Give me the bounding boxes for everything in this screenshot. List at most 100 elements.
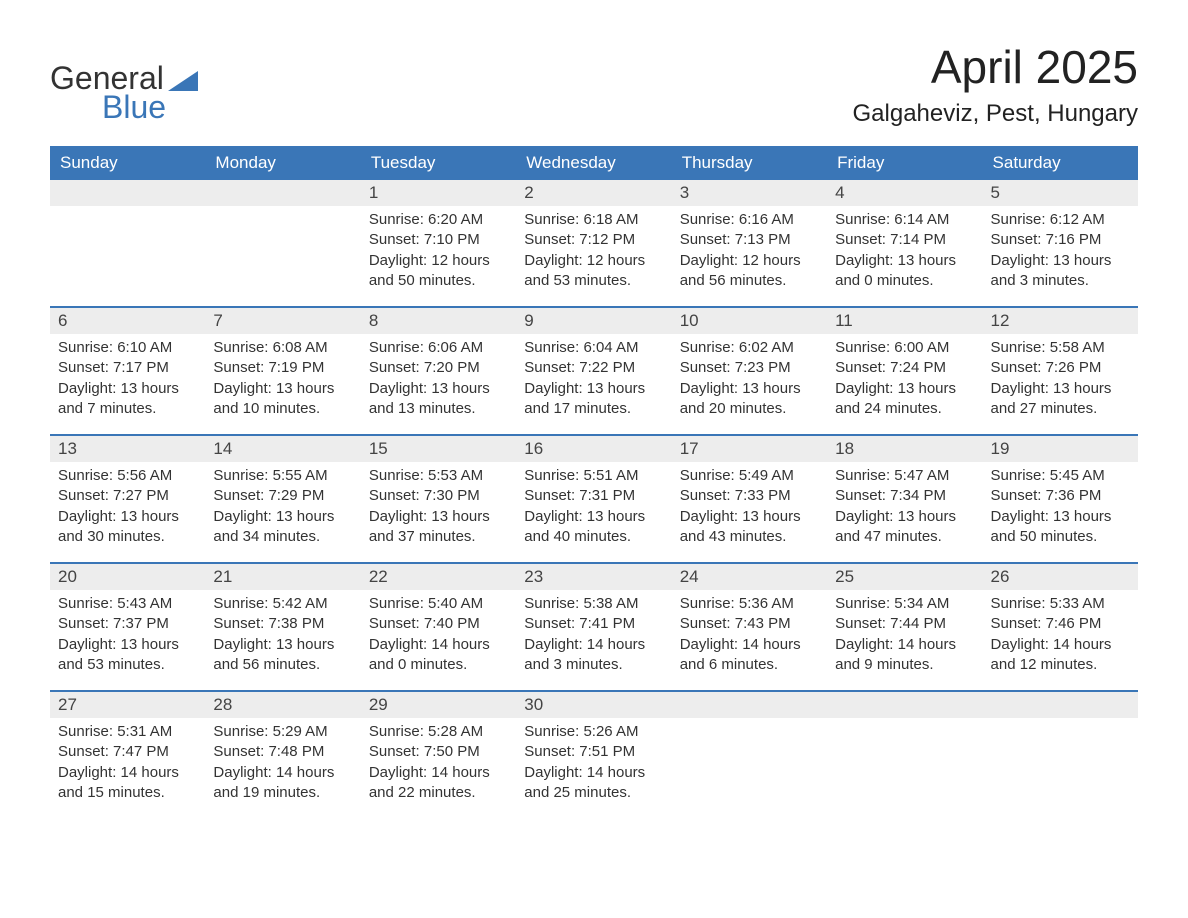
day-number: 27 — [50, 692, 205, 718]
calendar-day: 3Sunrise: 6:16 AMSunset: 7:13 PMDaylight… — [672, 180, 827, 306]
day-line-daylight1: Daylight: 14 hours — [991, 635, 1130, 655]
calendar-day: 30Sunrise: 5:26 AMSunset: 7:51 PMDayligh… — [516, 692, 671, 818]
day-line-sunrise: Sunrise: 5:31 AM — [58, 722, 197, 742]
day-line-sunset: Sunset: 7:41 PM — [524, 614, 663, 634]
day-line-sunset: Sunset: 7:37 PM — [58, 614, 197, 634]
day-line-daylight2: and 17 minutes. — [524, 399, 663, 419]
day-line-sunrise: Sunrise: 6:04 AM — [524, 338, 663, 358]
day-number: 22 — [361, 564, 516, 590]
day-line-daylight2: and 47 minutes. — [835, 527, 974, 547]
day-number: 8 — [361, 308, 516, 334]
calendar-day: 26Sunrise: 5:33 AMSunset: 7:46 PMDayligh… — [983, 564, 1138, 690]
day-line-sunrise: Sunrise: 5:38 AM — [524, 594, 663, 614]
day-line-daylight1: Daylight: 14 hours — [524, 635, 663, 655]
day-line-sunrise: Sunrise: 5:53 AM — [369, 466, 508, 486]
day-line-sunset: Sunset: 7:36 PM — [991, 486, 1130, 506]
day-line-sunset: Sunset: 7:51 PM — [524, 742, 663, 762]
weekday-header: Saturday — [983, 146, 1138, 180]
day-line-daylight1: Daylight: 13 hours — [213, 635, 352, 655]
calendar-day: 19Sunrise: 5:45 AMSunset: 7:36 PMDayligh… — [983, 436, 1138, 562]
day-content: Sunrise: 5:31 AMSunset: 7:47 PMDaylight:… — [50, 718, 205, 811]
day-number: 23 — [516, 564, 671, 590]
day-line-daylight1: Daylight: 13 hours — [991, 251, 1130, 271]
day-line-daylight1: Daylight: 13 hours — [369, 379, 508, 399]
calendar-day: 28Sunrise: 5:29 AMSunset: 7:48 PMDayligh… — [205, 692, 360, 818]
day-number — [983, 692, 1138, 718]
day-number: 15 — [361, 436, 516, 462]
day-line-daylight2: and 24 minutes. — [835, 399, 974, 419]
calendar-day: 5Sunrise: 6:12 AMSunset: 7:16 PMDaylight… — [983, 180, 1138, 306]
day-line-daylight1: Daylight: 13 hours — [369, 507, 508, 527]
day-line-sunset: Sunset: 7:17 PM — [58, 358, 197, 378]
calendar-day: 27Sunrise: 5:31 AMSunset: 7:47 PMDayligh… — [50, 692, 205, 818]
day-line-daylight2: and 50 minutes. — [369, 271, 508, 291]
day-number: 19 — [983, 436, 1138, 462]
day-line-sunset: Sunset: 7:50 PM — [369, 742, 508, 762]
day-line-sunset: Sunset: 7:43 PM — [680, 614, 819, 634]
day-content: Sunrise: 6:18 AMSunset: 7:12 PMDaylight:… — [516, 206, 671, 299]
calendar-week: 20Sunrise: 5:43 AMSunset: 7:37 PMDayligh… — [50, 562, 1138, 690]
day-line-daylight2: and 13 minutes. — [369, 399, 508, 419]
day-content: Sunrise: 6:06 AMSunset: 7:20 PMDaylight:… — [361, 334, 516, 427]
day-number — [50, 180, 205, 206]
calendar-day: 1Sunrise: 6:20 AMSunset: 7:10 PMDaylight… — [361, 180, 516, 306]
day-line-daylight1: Daylight: 13 hours — [524, 507, 663, 527]
calendar-day: 29Sunrise: 5:28 AMSunset: 7:50 PMDayligh… — [361, 692, 516, 818]
day-line-daylight2: and 53 minutes. — [58, 655, 197, 675]
day-content: Sunrise: 5:36 AMSunset: 7:43 PMDaylight:… — [672, 590, 827, 683]
day-line-sunset: Sunset: 7:34 PM — [835, 486, 974, 506]
day-line-daylight1: Daylight: 13 hours — [58, 635, 197, 655]
day-line-sunrise: Sunrise: 5:33 AM — [991, 594, 1130, 614]
day-number: 28 — [205, 692, 360, 718]
day-line-sunrise: Sunrise: 5:49 AM — [680, 466, 819, 486]
day-line-daylight1: Daylight: 14 hours — [58, 763, 197, 783]
calendar-day: 18Sunrise: 5:47 AMSunset: 7:34 PMDayligh… — [827, 436, 982, 562]
day-line-sunrise: Sunrise: 6:02 AM — [680, 338, 819, 358]
day-line-daylight2: and 20 minutes. — [680, 399, 819, 419]
calendar-day: 21Sunrise: 5:42 AMSunset: 7:38 PMDayligh… — [205, 564, 360, 690]
calendar-day: 8Sunrise: 6:06 AMSunset: 7:20 PMDaylight… — [361, 308, 516, 434]
day-line-daylight2: and 9 minutes. — [835, 655, 974, 675]
day-line-daylight2: and 43 minutes. — [680, 527, 819, 547]
day-line-sunrise: Sunrise: 5:43 AM — [58, 594, 197, 614]
day-line-daylight1: Daylight: 12 hours — [369, 251, 508, 271]
day-line-daylight1: Daylight: 14 hours — [213, 763, 352, 783]
day-line-daylight1: Daylight: 13 hours — [835, 379, 974, 399]
day-content: Sunrise: 5:38 AMSunset: 7:41 PMDaylight:… — [516, 590, 671, 683]
day-line-daylight2: and 0 minutes. — [369, 655, 508, 675]
day-number: 12 — [983, 308, 1138, 334]
calendar-day — [50, 180, 205, 306]
day-number — [672, 692, 827, 718]
day-number: 3 — [672, 180, 827, 206]
calendar-day: 9Sunrise: 6:04 AMSunset: 7:22 PMDaylight… — [516, 308, 671, 434]
day-content: Sunrise: 5:34 AMSunset: 7:44 PMDaylight:… — [827, 590, 982, 683]
day-number — [827, 692, 982, 718]
day-line-daylight1: Daylight: 13 hours — [680, 507, 819, 527]
day-line-sunset: Sunset: 7:31 PM — [524, 486, 663, 506]
day-line-sunrise: Sunrise: 5:47 AM — [835, 466, 974, 486]
day-content: Sunrise: 6:10 AMSunset: 7:17 PMDaylight:… — [50, 334, 205, 427]
day-line-sunset: Sunset: 7:22 PM — [524, 358, 663, 378]
calendar-day: 12Sunrise: 5:58 AMSunset: 7:26 PMDayligh… — [983, 308, 1138, 434]
calendar-day: 13Sunrise: 5:56 AMSunset: 7:27 PMDayligh… — [50, 436, 205, 562]
day-line-sunset: Sunset: 7:12 PM — [524, 230, 663, 250]
day-line-daylight1: Daylight: 13 hours — [524, 379, 663, 399]
weekday-header: Friday — [827, 146, 982, 180]
brand-triangle-icon — [168, 71, 198, 91]
day-line-daylight1: Daylight: 14 hours — [524, 763, 663, 783]
day-line-daylight1: Daylight: 13 hours — [213, 507, 352, 527]
day-content: Sunrise: 5:47 AMSunset: 7:34 PMDaylight:… — [827, 462, 982, 555]
day-line-daylight1: Daylight: 13 hours — [58, 507, 197, 527]
day-line-daylight1: Daylight: 12 hours — [680, 251, 819, 271]
day-line-sunrise: Sunrise: 5:45 AM — [991, 466, 1130, 486]
day-line-daylight1: Daylight: 13 hours — [58, 379, 197, 399]
day-line-sunrise: Sunrise: 5:28 AM — [369, 722, 508, 742]
day-number: 17 — [672, 436, 827, 462]
day-line-sunset: Sunset: 7:23 PM — [680, 358, 819, 378]
day-number: 25 — [827, 564, 982, 590]
title-block: April 2025 Galgaheviz, Pest, Hungary — [853, 40, 1138, 128]
day-line-sunset: Sunset: 7:29 PM — [213, 486, 352, 506]
calendar-day: 22Sunrise: 5:40 AMSunset: 7:40 PMDayligh… — [361, 564, 516, 690]
calendar-day — [205, 180, 360, 306]
weekday-header: Tuesday — [361, 146, 516, 180]
